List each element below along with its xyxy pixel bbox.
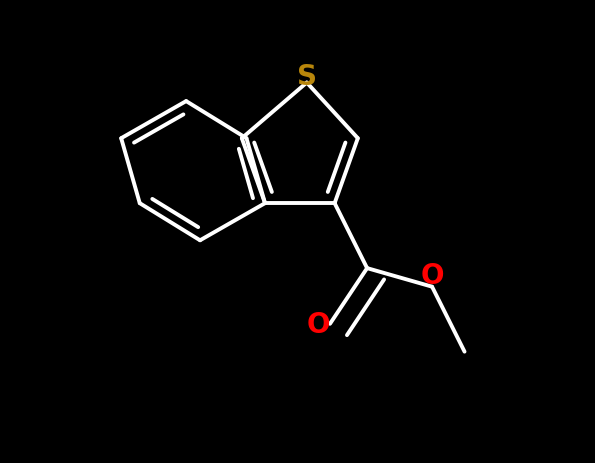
Text: O: O [420, 262, 444, 289]
Text: O: O [306, 310, 330, 338]
Text: S: S [297, 63, 317, 90]
